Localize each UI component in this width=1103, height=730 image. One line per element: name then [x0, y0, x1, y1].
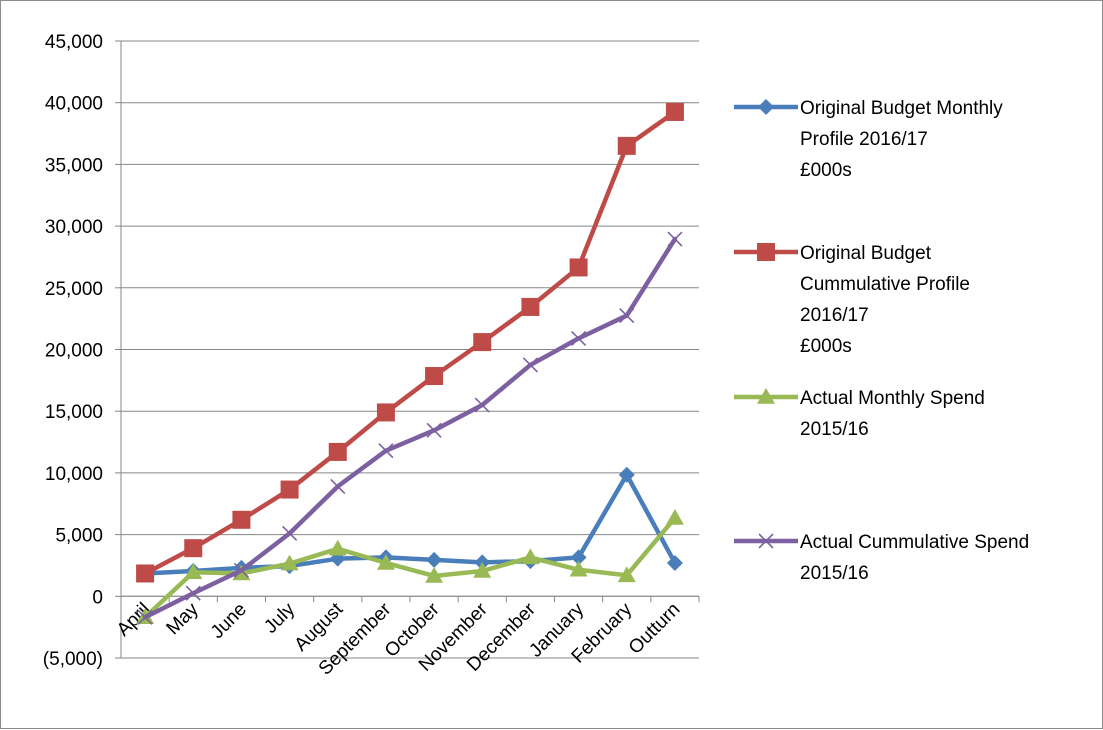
data-point [619, 307, 635, 324]
legend-label: Cummulative Profile [800, 274, 970, 295]
legend-swatch-marker [758, 99, 774, 115]
data-point [184, 563, 203, 579]
y-tick-label: 0 [92, 587, 103, 608]
data-point [184, 539, 203, 558]
legend-item-3: Actual Monthly Spend 2015/16 [734, 388, 985, 440]
data-point-stroke [426, 422, 442, 438]
legend: Original Budget Monthly Profile 2016/17 £0… [734, 98, 1029, 584]
series-line [142, 472, 678, 576]
series-1 [137, 466, 683, 582]
data-point [522, 357, 538, 373]
y-tick-label: 45,000 [45, 32, 103, 53]
data-point-stroke [474, 397, 490, 413]
data-point [233, 562, 249, 578]
data-point [280, 554, 299, 571]
data-point [473, 333, 492, 352]
data-point [280, 480, 299, 499]
data-point-stroke [330, 478, 346, 495]
series-4 [137, 231, 683, 625]
data-point [376, 403, 395, 422]
data-point [474, 397, 490, 413]
data-point [378, 443, 394, 459]
data-point [570, 549, 587, 566]
data-point [569, 258, 588, 277]
y-tick-label: 5,000 [55, 526, 103, 547]
x-tick-label: Outturn [625, 599, 685, 659]
data-point-stroke [378, 443, 394, 459]
data-point-stroke [619, 307, 635, 324]
legend-label: Profile 2016/17 [800, 129, 928, 150]
legend-swatch-marker-stroke [758, 533, 774, 549]
data-point [667, 231, 683, 247]
legend-label: Original Budget Monthly [800, 98, 1003, 119]
y-tick-label: 15,000 [45, 402, 103, 423]
data-point [425, 566, 444, 583]
y-tick-label: 30,000 [45, 217, 103, 238]
data-point [473, 562, 492, 578]
y-tick-label: 20,000 [45, 341, 103, 362]
legend-item-2: Original Budget Cummulative Profile 2016/1… [734, 243, 970, 357]
axes [115, 40, 700, 659]
data-point [521, 548, 540, 565]
data-point [376, 553, 395, 570]
legend-label: £000s [800, 160, 852, 181]
data-point [137, 609, 153, 625]
data-point [571, 330, 587, 346]
data-point [521, 297, 540, 316]
legend-label: Actual Cummulative Spend [800, 532, 1029, 553]
x-tick-labels: April May June JulyAugustSeptemberOctoberNo… [113, 598, 685, 679]
legend-item-1: Original Budget Monthly Profile 2016/17 £0… [734, 98, 1003, 181]
legend-label: Original Budget [800, 243, 932, 264]
y-tick-label: 40,000 [45, 94, 103, 115]
data-point [569, 560, 588, 577]
series-2 [136, 102, 684, 583]
data-point [328, 442, 347, 461]
gridlines [121, 40, 699, 659]
legend-swatch-marker [757, 243, 775, 261]
series-lines [136, 102, 684, 625]
data-point [426, 422, 442, 438]
data-point [232, 510, 251, 529]
data-point [426, 551, 443, 568]
data-point-stroke [137, 609, 153, 625]
series-line [142, 236, 678, 620]
data-point [330, 478, 346, 495]
data-point [185, 585, 201, 601]
legend-item-4: Actual Cummulative Spend 2015/16 [734, 532, 1029, 584]
data-point-stroke [185, 585, 201, 601]
data-point [666, 554, 683, 571]
legend-swatch-marker [757, 388, 775, 404]
data-point [665, 508, 684, 525]
y-tick-labels: (5,000) 0 5,000 10,000 15,000 20,000 25,000 30,… [43, 32, 103, 670]
data-point-stroke [571, 330, 587, 346]
x-tick-label: June [207, 599, 251, 643]
data-point [665, 102, 684, 121]
legend-swatch-marker [758, 533, 774, 549]
data-point [136, 564, 155, 583]
series-line [142, 109, 678, 576]
data-point-stroke [667, 231, 683, 247]
data-point [618, 466, 635, 483]
data-point-stroke [233, 562, 249, 578]
data-point [617, 566, 636, 583]
data-point [282, 525, 298, 541]
data-point [328, 539, 347, 556]
y-tick-label: 25,000 [45, 279, 103, 300]
legend-label: Actual Monthly Spend [800, 388, 985, 409]
y-tick-label: 35,000 [45, 155, 103, 176]
legend-label: 2015/16 [800, 419, 869, 440]
legend-label: 2015/16 [800, 563, 869, 584]
legend-label: 2016/17 [800, 305, 869, 326]
data-point-stroke [522, 357, 538, 373]
series-3 [136, 508, 684, 625]
data-point [425, 367, 444, 386]
y-tick-label: (5,000) [43, 649, 103, 670]
legend-label: £000s [800, 336, 852, 357]
x-tick-label: July [260, 599, 299, 638]
y-tick-label: 10,000 [45, 464, 103, 485]
data-point [617, 136, 636, 155]
data-point-stroke [282, 525, 298, 541]
